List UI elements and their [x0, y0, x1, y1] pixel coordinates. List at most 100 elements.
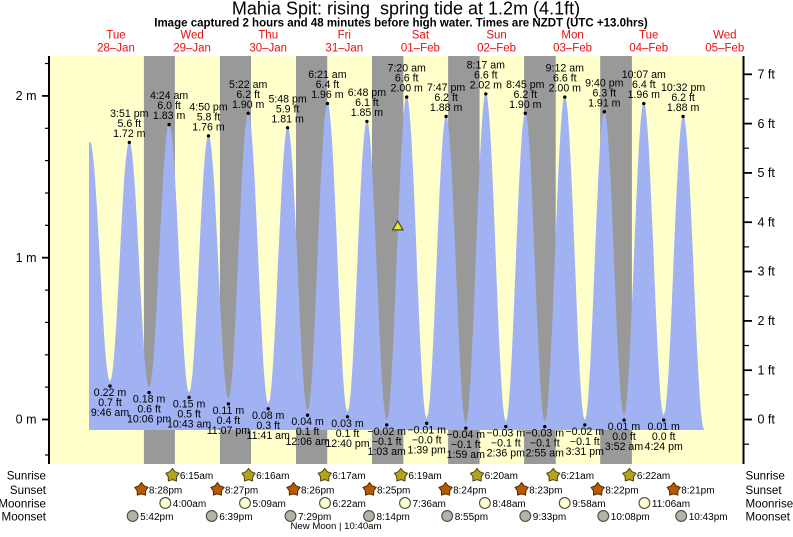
svg-text:8:48am: 8:48am [492, 499, 525, 510]
svg-text:0.5 ft: 0.5 ft [177, 408, 201, 420]
svg-text:6.2 ft: 6.2 ft [514, 89, 538, 101]
svg-text:0 m: 0 m [16, 413, 37, 427]
svg-text:1.90 m: 1.90 m [509, 99, 542, 111]
svg-text:6.4 ft: 6.4 ft [316, 79, 340, 91]
svg-text:6.3 ft: 6.3 ft [593, 87, 617, 99]
svg-text:2 m: 2 m [16, 89, 37, 103]
svg-text:1.72 m: 1.72 m [113, 128, 146, 140]
svg-text:2.00 m: 2.00 m [549, 83, 582, 95]
svg-text:8:55pm: 8:55pm [455, 512, 488, 523]
svg-text:03–Feb: 03–Feb [553, 43, 592, 55]
svg-text:7:36am: 7:36am [413, 499, 446, 510]
svg-text:8:45 pm: 8:45 pm [506, 79, 544, 91]
svg-text:10:43pm: 10:43pm [689, 512, 728, 523]
svg-text:7:47 pm: 7:47 pm [427, 82, 465, 94]
svg-text:Moonrise: Moonrise [746, 497, 793, 510]
svg-text:Moonset: Moonset [746, 510, 791, 523]
svg-text:6 ft: 6 ft [758, 117, 776, 131]
svg-text:2 ft: 2 ft [758, 314, 776, 328]
svg-text:4:24 pm: 4:24 pm [645, 441, 683, 453]
svg-text:9:46 am: 9:46 am [91, 407, 129, 419]
svg-text:−0.03 m: −0.03 m [487, 428, 526, 440]
svg-text:2.02 m: 2.02 m [470, 80, 503, 92]
svg-text:4 ft: 4 ft [758, 215, 776, 229]
svg-text:−0.01 m: −0.01 m [407, 424, 446, 436]
svg-text:7:29pm: 7:29pm [298, 512, 331, 523]
svg-text:10:43 am: 10:43 am [167, 418, 211, 430]
svg-text:6.4 ft: 6.4 ft [632, 79, 656, 91]
svg-text:3:31 pm: 3:31 pm [566, 446, 604, 458]
svg-text:28–Jan: 28–Jan [97, 43, 135, 55]
svg-text:−0.02 m: −0.02 m [367, 426, 406, 438]
svg-text:3:51 pm: 3:51 pm [110, 108, 148, 120]
svg-text:1:39 pm: 1:39 pm [408, 444, 446, 456]
svg-text:Image captured 2 hours and 48: Image captured 2 hours and 48 minutes be… [154, 18, 648, 30]
svg-text:9:40 pm: 9:40 pm [585, 77, 623, 89]
svg-text:6:22am: 6:22am [333, 499, 366, 510]
svg-text:0.22 m: 0.22 m [94, 387, 127, 399]
svg-text:0.15 m: 0.15 m [173, 398, 206, 410]
svg-text:0.1 ft: 0.1 ft [296, 426, 320, 438]
svg-text:9:58am: 9:58am [572, 499, 605, 510]
svg-text:5:48 pm: 5:48 pm [268, 93, 306, 105]
svg-text:2:36 pm: 2:36 pm [487, 448, 525, 460]
svg-text:04–Feb: 04–Feb [629, 43, 668, 55]
svg-text:11:07 pm: 11:07 pm [207, 425, 251, 437]
svg-text:6:15am: 6:15am [180, 471, 213, 482]
svg-text:−0.04 m: −0.04 m [447, 429, 486, 441]
svg-text:5.8 ft: 5.8 ft [197, 112, 221, 124]
svg-text:Sunrise: Sunrise [746, 470, 785, 483]
svg-text:0.04 m: 0.04 m [291, 416, 324, 428]
svg-text:10:07 am: 10:07 am [622, 69, 666, 81]
svg-text:4:00am: 4:00am [173, 499, 206, 510]
svg-text:3 ft: 3 ft [758, 265, 776, 279]
svg-text:6.6 ft: 6.6 ft [474, 70, 498, 82]
svg-text:7:20 am: 7:20 am [388, 63, 426, 75]
svg-text:Thu: Thu [258, 30, 278, 42]
svg-text:1.76 m: 1.76 m [192, 122, 225, 134]
svg-text:−0.03 m: −0.03 m [526, 428, 565, 440]
svg-text:5 ft: 5 ft [758, 166, 776, 180]
svg-text:1.81 m: 1.81 m [271, 113, 304, 125]
svg-text:0.0 ft: 0.0 ft [652, 431, 676, 443]
svg-text:0.01 m: 0.01 m [608, 421, 641, 433]
svg-text:0.11 m: 0.11 m [213, 405, 245, 417]
svg-text:6:19am: 6:19am [408, 471, 441, 482]
svg-text:02–Feb: 02–Feb [477, 43, 516, 55]
svg-text:0.01 m: 0.01 m [648, 421, 681, 433]
svg-text:6:22am: 6:22am [637, 471, 670, 482]
svg-text:New Moon | 10:40am: New Moon | 10:40am [290, 521, 381, 532]
svg-text:1.88 m: 1.88 m [430, 102, 463, 114]
svg-text:01–Feb: 01–Feb [401, 43, 440, 55]
svg-text:11:41 am: 11:41 am [247, 430, 291, 442]
svg-text:−0.1 ft: −0.1 ft [530, 438, 560, 450]
svg-text:1.96 m: 1.96 m [311, 89, 344, 101]
svg-text:3:52 am: 3:52 am [605, 441, 643, 453]
svg-text:6:21am: 6:21am [561, 471, 594, 482]
svg-text:6:39pm: 6:39pm [219, 512, 252, 523]
svg-text:9:12 am: 9:12 am [546, 63, 584, 75]
svg-text:0.18 m: 0.18 m [133, 394, 166, 406]
svg-text:6:21 am: 6:21 am [308, 69, 346, 81]
svg-text:6:17am: 6:17am [332, 471, 365, 482]
svg-text:Wed: Wed [713, 30, 736, 42]
svg-text:6:20am: 6:20am [485, 471, 518, 482]
svg-text:Sun: Sun [486, 30, 506, 42]
svg-text:1.83 m: 1.83 m [153, 110, 186, 122]
svg-text:Wed: Wed [180, 30, 203, 42]
svg-text:1.96 m: 1.96 m [628, 89, 661, 101]
svg-text:30–Jan: 30–Jan [249, 43, 287, 55]
svg-text:Mahia Spit: rising spring tid: Mahia Spit: rising spring tide at 1.2m (… [232, 0, 580, 19]
svg-text:0.6 ft: 0.6 ft [137, 404, 161, 416]
svg-text:12:06 am: 12:06 am [286, 436, 330, 448]
svg-text:Tue: Tue [639, 30, 658, 42]
svg-text:2:55 am: 2:55 am [526, 448, 564, 460]
svg-text:1:03 am: 1:03 am [368, 446, 406, 458]
svg-text:Moonrise: Moonrise [0, 497, 46, 510]
svg-text:1.88 m: 1.88 m [667, 102, 700, 114]
svg-text:−0.1 ft: −0.1 ft [451, 439, 481, 451]
svg-text:6.2 ft: 6.2 ft [671, 92, 695, 104]
svg-text:6.0 ft: 6.0 ft [157, 100, 181, 112]
svg-text:10:08pm: 10:08pm [611, 512, 650, 523]
svg-text:6:48 pm: 6:48 pm [348, 87, 386, 99]
